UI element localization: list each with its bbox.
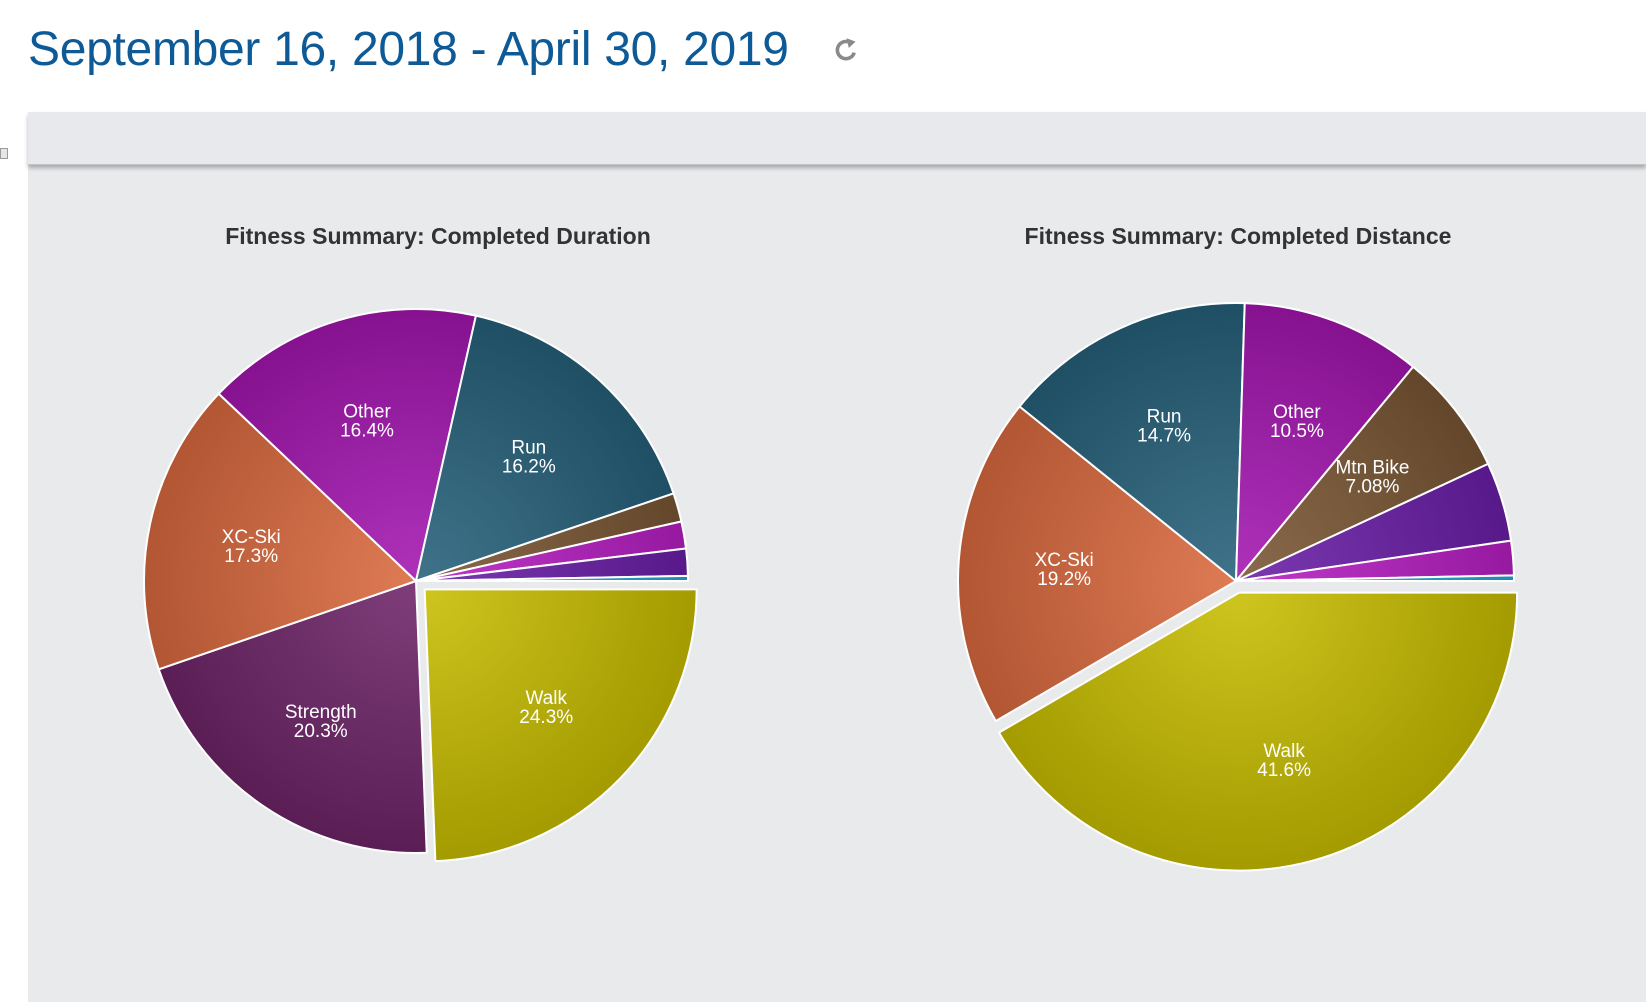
pie-slice-other[interactable] — [1235, 302, 1415, 582]
pie-slice-walk[interactable] — [997, 591, 1519, 872]
slice-label-run: Run — [511, 438, 546, 459]
date-range-separator: - — [457, 23, 497, 76]
slice-value-other: 10.5% — [1270, 421, 1324, 442]
pie-slice-xc-ski[interactable] — [957, 405, 1237, 723]
date-range-start: September 16, 2018 — [28, 23, 458, 76]
dashboard-panel: Fitness Summary: Completed Duration Walk… — [28, 112, 1646, 1002]
side-panel-handle[interactable] — [0, 148, 8, 159]
slice-value-run: 14.7% — [1137, 425, 1191, 446]
slice-value-strength: 20.3% — [294, 721, 348, 742]
pie-slice-run[interactable] — [1018, 302, 1246, 582]
page-header: September 16, 2018 - April 30, 2019 — [28, 22, 861, 77]
panel-toolbar — [28, 112, 1646, 165]
slice-label-walk: Walk — [1263, 741, 1305, 762]
slice-label-run: Run — [1147, 406, 1182, 427]
pie-slice-minor-8[interactable] — [415, 574, 689, 582]
pie-slice-other[interactable] — [217, 308, 477, 582]
slice-value-other: 16.4% — [340, 421, 394, 442]
pie-slice-walk[interactable] — [423, 588, 698, 863]
distance-chart-title: Fitness Summary: Completed Distance — [1025, 223, 1452, 249]
slice-value-xc-ski: 19.2% — [1037, 569, 1091, 590]
slice-label-walk: Walk — [525, 688, 567, 709]
charts-canvas: Fitness Summary: Completed Duration Walk… — [143, 223, 1519, 872]
slice-value-xc-ski: 17.3% — [224, 546, 278, 567]
duration-chart: Fitness Summary: Completed Duration Walk… — [143, 223, 698, 863]
date-range-title: September 16, 2018 - April 30, 2019 — [28, 22, 789, 77]
slice-label-other: Other — [343, 402, 391, 423]
slice-value-walk: 41.6% — [1257, 760, 1311, 781]
slice-value-walk: 24.3% — [519, 707, 573, 728]
refresh-icon[interactable] — [831, 35, 861, 65]
slice-label-strength: Strength — [285, 702, 357, 723]
slice-label-xc-ski: XC-Ski — [222, 527, 281, 548]
slice-label-mtn-bike: Mtn Bike — [1335, 458, 1409, 479]
duration-pie: Walk24.3%Strength20.3%XC-Ski17.3%Other16… — [143, 308, 698, 863]
pie-slice-xc-ski[interactable] — [143, 392, 417, 671]
pie-slice-mtn-bike[interactable] — [1235, 365, 1490, 582]
slice-label-xc-ski: XC-Ski — [1035, 550, 1094, 571]
pie-slice-strength[interactable] — [157, 580, 428, 854]
pie-slice-minor-7[interactable] — [1235, 574, 1515, 582]
slice-value-run: 16.2% — [502, 457, 556, 478]
slice-value-mtn-bike: 7.08% — [1346, 477, 1400, 498]
distance-chart: Fitness Summary: Completed Distance Walk… — [957, 223, 1519, 872]
duration-chart-title: Fitness Summary: Completed Duration — [225, 223, 651, 249]
date-range-end: April 30, 2019 — [496, 23, 789, 76]
slice-label-other: Other — [1273, 402, 1321, 423]
